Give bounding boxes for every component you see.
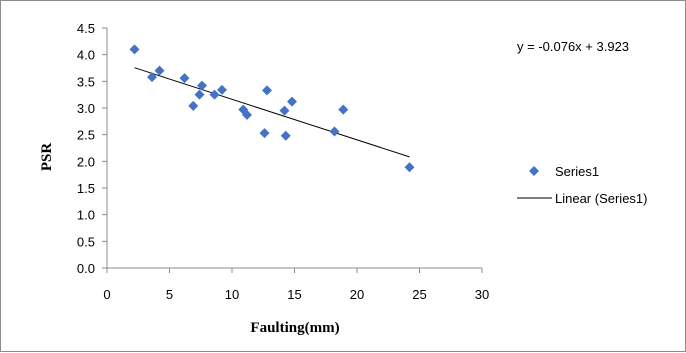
y-tick-label: 2.5 — [77, 128, 95, 143]
y-axis-ticks: 0.0 0.5 1.0 1.5 2.0 2.5 3.0 3.5 4.0 4.5 — [77, 21, 107, 276]
data-point — [129, 44, 140, 55]
plot-area: 0 5 10 15 20 25 30 0.0 0.5 1.0 1.5 2.0 2.5 3.0 3.5 4.0… — [77, 21, 489, 302]
data-point — [404, 162, 415, 173]
legend-marker-series1 — [529, 166, 539, 176]
x-tick-label: 25 — [412, 287, 426, 302]
y-tick-label: 1.0 — [77, 208, 95, 223]
data-point — [262, 85, 272, 96]
data-point — [329, 126, 340, 137]
y-tick-label: 3.5 — [77, 74, 95, 89]
data-point — [147, 72, 157, 83]
data-point — [242, 109, 252, 120]
data-point — [209, 89, 220, 100]
x-tick-label: 0 — [103, 287, 110, 302]
trendline-equation: y = -0.076x + 3.923 — [517, 39, 629, 54]
y-tick-label: 0.5 — [77, 234, 95, 249]
data-point — [259, 128, 270, 139]
x-tick-label: 10 — [225, 287, 239, 302]
y-tick-label: 4.5 — [77, 21, 95, 36]
data-point — [194, 89, 205, 100]
legend-label-series1: Series1 — [555, 164, 599, 179]
data-point — [179, 73, 190, 84]
trendline — [134, 67, 410, 158]
x-axis-ticks: 0 5 10 15 20 25 30 — [103, 268, 489, 302]
data-point — [280, 130, 291, 141]
data-point — [154, 65, 165, 76]
y-tick-label: 4.0 — [77, 48, 95, 63]
x-tick-label: 5 — [166, 287, 173, 302]
x-tick-label: 20 — [350, 287, 364, 302]
data-point — [197, 80, 207, 91]
y-tick-label: 3.0 — [77, 101, 95, 116]
trendline-layer — [134, 67, 410, 158]
data-point — [188, 100, 199, 111]
x-axis-title: Faulting(mm) — [250, 320, 339, 336]
x-tick-label: 30 — [475, 287, 489, 302]
legend: Series1 Linear (Series1) — [517, 164, 648, 206]
y-tick-label: 2.0 — [77, 154, 95, 169]
data-point — [287, 96, 297, 107]
y-tick-label: 0.0 — [77, 261, 95, 276]
data-point — [279, 105, 290, 116]
y-tick-label: 1.5 — [77, 181, 95, 196]
y-axis-title: PSR — [39, 143, 55, 172]
data-point — [217, 84, 227, 95]
data-points — [129, 44, 415, 173]
legend-label-trendline: Linear (Series1) — [555, 191, 648, 206]
data-point — [338, 104, 349, 115]
x-tick-label: 15 — [287, 287, 301, 302]
